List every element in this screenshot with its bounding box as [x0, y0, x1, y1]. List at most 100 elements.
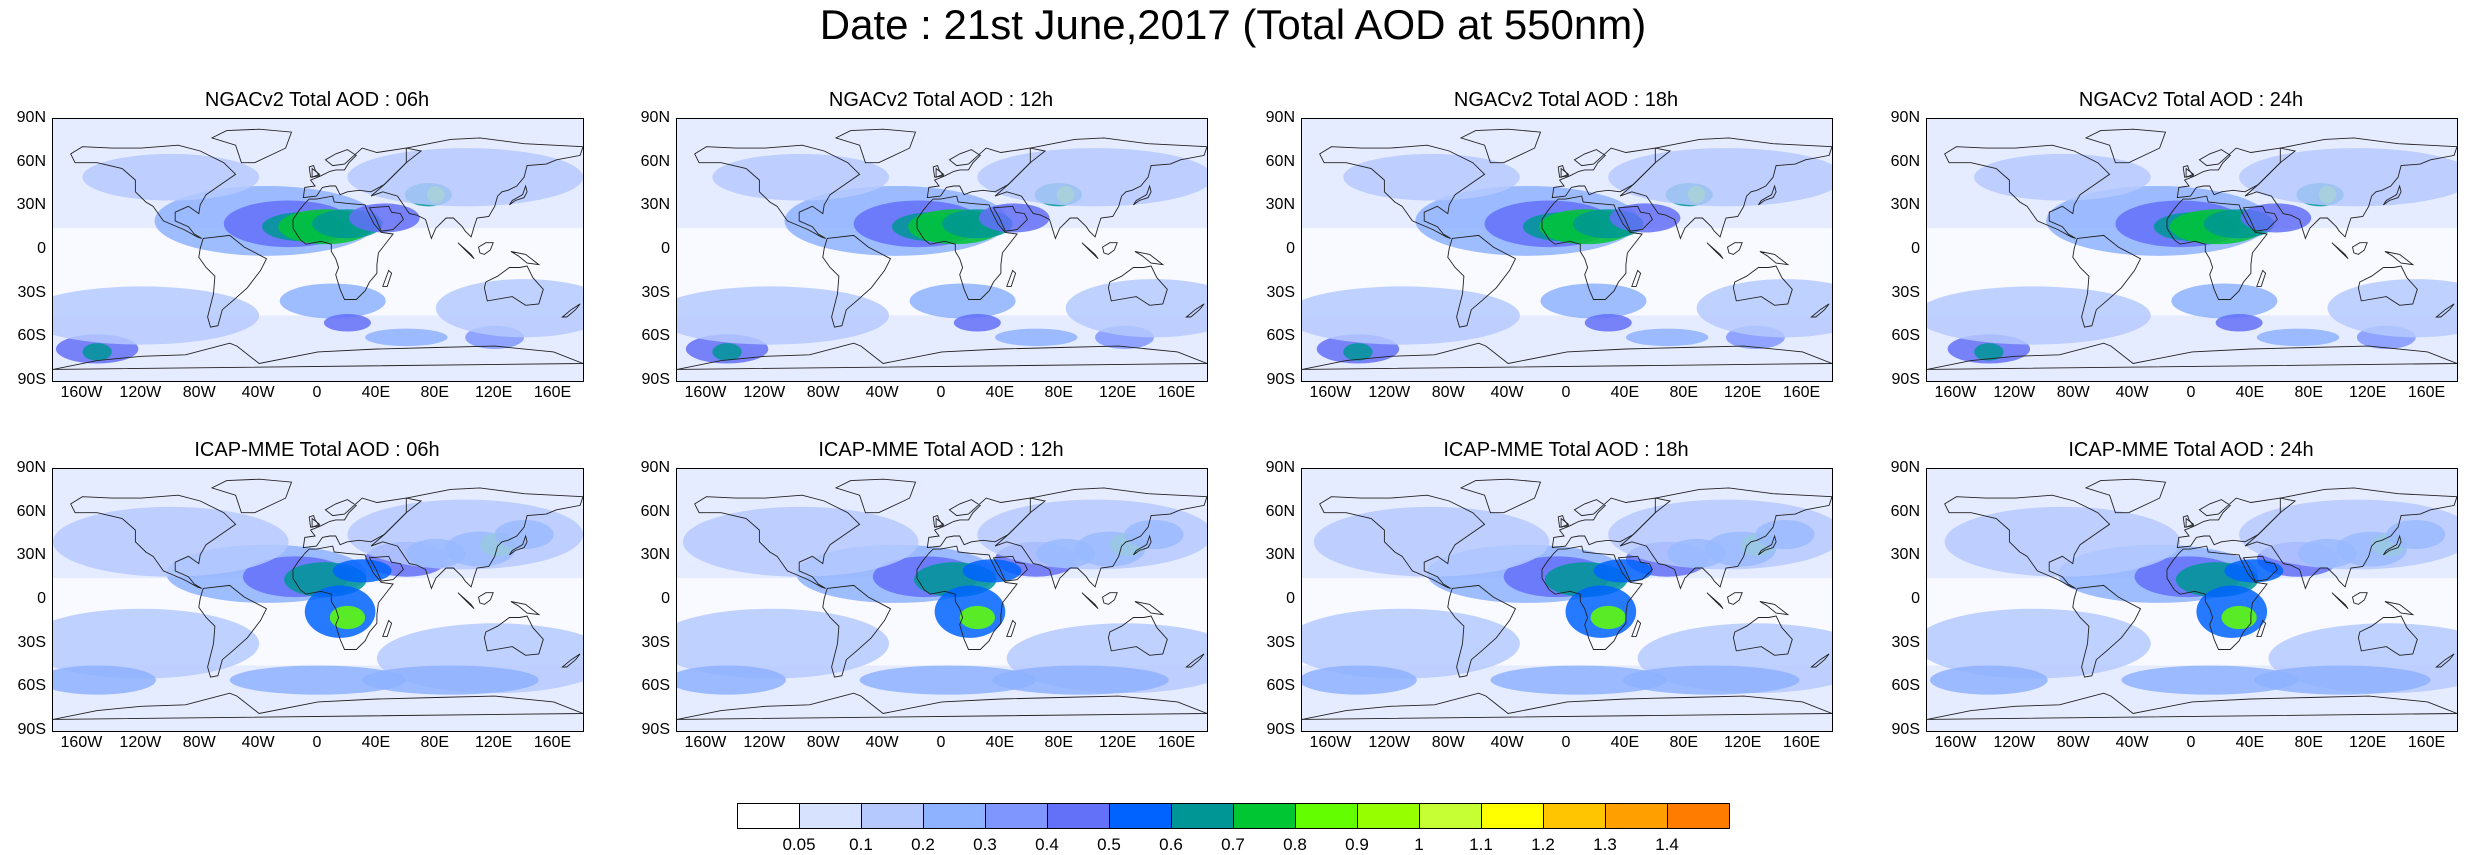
aod-plume [2171, 283, 2278, 319]
new-zealand-coastline [1810, 303, 1830, 318]
north-america-coastline [1944, 144, 2111, 239]
lon-tick-label: 160E [1157, 384, 1196, 401]
lat-tick-label: 30N [640, 196, 670, 214]
aod-plume [859, 665, 1037, 695]
africa-coastline [916, 545, 1018, 650]
lat-tick-label: 30N [16, 546, 46, 564]
north-america-coastline [694, 494, 861, 589]
aod-plume [1593, 559, 1653, 583]
antarctica-coastline [677, 692, 1207, 720]
colorbar-tick-label: 0.6 [1159, 835, 1183, 854]
lat-tick-label: 90N [640, 459, 670, 476]
lon-tick-label: 160W [1934, 384, 1977, 401]
sumatra-coastline [1706, 242, 1724, 260]
lon-tick-label: 40W [2115, 734, 2149, 751]
lat-tick-label: 90S [1266, 721, 1295, 738]
borneo-coastline [1726, 592, 1743, 605]
aod-plume [1927, 286, 2151, 345]
new-zealand-coastline [1185, 303, 1205, 318]
aod-plume [992, 665, 1169, 695]
world-map [1926, 118, 2458, 382]
australia-coastline [1107, 265, 1168, 306]
aod-plume [1302, 665, 1417, 695]
lon-tick-label: 160E [1782, 384, 1821, 401]
new-guinea-coastline [2384, 601, 2415, 616]
arabia-coastline [992, 205, 1028, 232]
europe-coastline [926, 497, 1047, 549]
map-panel-ngacv2-18h: NGACv2 Total AOD : 18h 90N 60N 30N 0 30S 60S 90… [1249, 88, 1833, 418]
lon-tick-label: 160W [1934, 734, 1977, 751]
madagascar-coastline [1006, 269, 1017, 287]
colorbar-tick-label: 0.9 [1345, 835, 1369, 854]
lon-tick-label: 120W [1368, 384, 1411, 401]
panel-title: ICAP-MME Total AOD : 18h [1443, 439, 1689, 461]
lon-tick-label: 0 [2186, 734, 2196, 751]
world-map [676, 118, 1208, 382]
panel-title: NGACv2 Total AOD : 06h [204, 89, 430, 111]
lon-tick-label: 80W [182, 734, 216, 751]
australia-coastline [483, 265, 544, 306]
colorbar-tick-label: 0.5 [1097, 835, 1121, 854]
lat-tick-label: 30S [641, 633, 670, 651]
aod-field [1302, 469, 1832, 731]
aod-plume [1622, 665, 1800, 695]
aod-field [677, 469, 1207, 731]
new-guinea-coastline [1759, 601, 1790, 616]
uk-coastline [2182, 165, 2195, 178]
japan-coastline [1133, 184, 1152, 206]
asia-coastline [994, 137, 1207, 240]
lat-tick-label: 60S [1266, 327, 1295, 345]
sumatra-coastline [457, 242, 475, 260]
lat-tick-label: 30N [16, 196, 46, 214]
borneo-coastline [477, 242, 494, 255]
greenland-coastline [834, 128, 917, 164]
lon-tick-label: 120W [119, 734, 162, 751]
aod-plume [682, 506, 919, 577]
madagascar-coastline [2256, 269, 2267, 287]
lon-tick-label: 80E [1669, 384, 1698, 401]
lat-tick-label: 60S [641, 677, 670, 695]
lon-tick-label: 80W [1431, 384, 1465, 401]
colorbar-tick-label: 0.05 [782, 835, 816, 854]
aod-plume [347, 148, 583, 207]
colorbar-cell [1047, 803, 1110, 829]
aod-plume [347, 499, 583, 570]
sumatra-coastline [1081, 242, 1099, 260]
aod-plume [1625, 328, 1709, 347]
lon-tick-label: 120W [743, 734, 786, 751]
aod-plume [279, 283, 386, 319]
aod-plume [977, 148, 1207, 207]
japan-coastline [1758, 534, 1777, 556]
south-america-coastline [2072, 584, 2142, 678]
colorbar-tick-label: 0.4 [1035, 835, 1059, 854]
new-guinea-coastline [510, 601, 541, 616]
lat-tick-label: 0 [1911, 590, 1920, 607]
colorbar-cell [799, 803, 862, 829]
madagascar-coastline [2256, 619, 2267, 637]
south-america-coastline [1447, 584, 1517, 678]
aod-plume [53, 665, 157, 695]
lon-tick-label: 160W [1309, 384, 1352, 401]
lat-tick-label: 30S [1266, 283, 1295, 301]
lon-tick-label: 160W [684, 384, 727, 401]
lon-tick-label: 80W [806, 734, 840, 751]
panel-title: ICAP-MME Total AOD : 12h [818, 439, 1064, 461]
new-guinea-coastline [2384, 251, 2415, 266]
aod-plume [1065, 279, 1207, 338]
world-map [1926, 468, 2458, 732]
lon-tick-label: 120E [474, 734, 513, 751]
lon-tick-label: 80W [2056, 384, 2090, 401]
madagascar-coastline [1006, 619, 1017, 637]
lon-tick-label: 120W [743, 384, 786, 401]
uk-coastline [308, 165, 321, 178]
colorbar-tick-label: 0.1 [849, 835, 873, 854]
aod-plume [1929, 665, 2048, 695]
australia-coastline [483, 615, 544, 656]
lat-tick-label: 30N [640, 546, 670, 564]
map-panel-icap-mme-24h: ICAP-MME Total AOD : 24h 90N 60N 30N 0 30S 60S… [1874, 438, 2458, 768]
sumatra-coastline [457, 592, 475, 610]
lon-tick-label: 160E [533, 734, 572, 751]
australia-coastline [1107, 615, 1168, 656]
madagascar-coastline [1631, 619, 1642, 637]
aod-plume [323, 314, 372, 332]
